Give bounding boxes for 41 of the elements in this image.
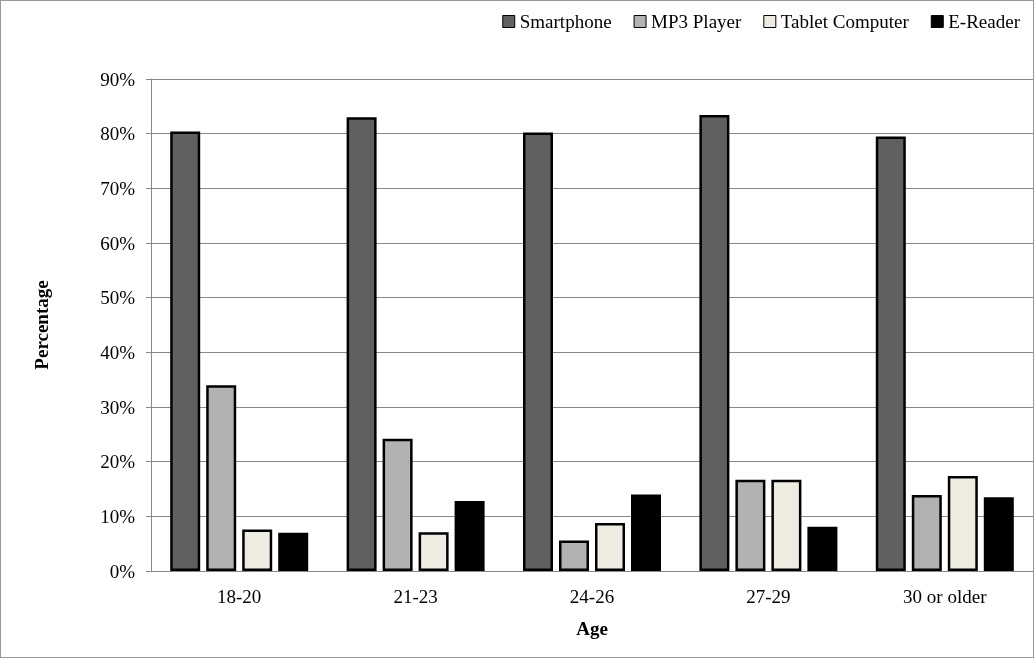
- y-tick-label: 20%: [100, 451, 136, 473]
- x-tick-label: 27-29: [746, 586, 791, 607]
- y-tick-label: 80%: [100, 123, 136, 145]
- bar: [947, 475, 978, 571]
- bar: [523, 132, 553, 571]
- bar: [418, 532, 449, 571]
- bar: [454, 501, 485, 571]
- bar: [170, 131, 201, 571]
- y-tick-label: 60%: [100, 232, 136, 254]
- x-tick-label: 18-20: [217, 586, 262, 607]
- y-tick-label: 90%: [100, 68, 136, 90]
- bar: [559, 540, 589, 571]
- y-tick-label: 50%: [100, 287, 136, 309]
- y-tick-label: 70%: [100, 177, 136, 199]
- bar: [242, 529, 273, 571]
- y-tick-label: 40%: [100, 341, 136, 363]
- bar: [206, 385, 237, 571]
- x-axis-title: Age: [576, 618, 608, 639]
- bar: [382, 438, 413, 571]
- x-tick-label: 24-26: [569, 586, 615, 607]
- bar: [631, 494, 661, 571]
- x-tick-label: 30 or older: [903, 586, 988, 607]
- bar: [595, 522, 625, 571]
- bar: [735, 479, 766, 571]
- legend-label: E-Reader: [948, 11, 1021, 32]
- y-tick-label: 0%: [109, 560, 136, 582]
- legend-label: Tablet Computer: [780, 11, 910, 32]
- y-tick-label: 10%: [100, 505, 136, 527]
- legend-label: Smartphone: [519, 11, 612, 32]
- bar: [911, 495, 942, 571]
- bar: [346, 117, 377, 571]
- y-tick-label: 30%: [100, 396, 136, 418]
- bar: [875, 136, 906, 571]
- bar: [699, 115, 730, 571]
- legend-label: MP3 Player: [651, 11, 742, 32]
- bar: [983, 497, 1014, 571]
- bar: [807, 526, 838, 571]
- bar: [771, 479, 802, 571]
- x-tick-label: 21-23: [393, 586, 438, 607]
- y-axis-title: Percentage: [31, 280, 52, 370]
- bar: [278, 532, 309, 571]
